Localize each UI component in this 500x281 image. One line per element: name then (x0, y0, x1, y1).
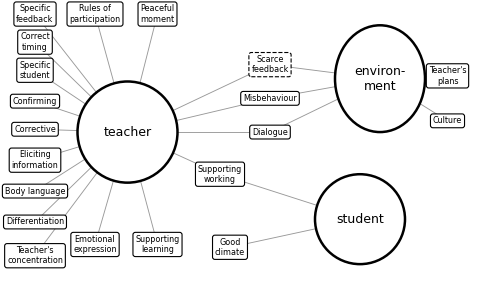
Text: Dialogue: Dialogue (252, 128, 288, 137)
Ellipse shape (335, 25, 425, 132)
Text: Body language: Body language (5, 187, 65, 196)
Text: environ-
ment: environ- ment (354, 65, 406, 93)
Text: Culture: Culture (433, 116, 462, 125)
Text: Rules of
participation: Rules of participation (70, 4, 120, 24)
Text: Eliciting
information: Eliciting information (12, 150, 58, 170)
Text: Differentiation: Differentiation (6, 217, 64, 226)
Ellipse shape (78, 81, 178, 183)
Text: Supporting
learning: Supporting learning (136, 235, 180, 254)
Text: Corrective: Corrective (14, 125, 56, 134)
Text: student: student (336, 213, 384, 226)
Text: Correct
timing: Correct timing (20, 32, 50, 52)
Text: Peaceful
moment: Peaceful moment (140, 4, 174, 24)
Text: Misbehaviour: Misbehaviour (243, 94, 297, 103)
Ellipse shape (315, 174, 405, 264)
Text: Specific
student: Specific student (19, 60, 51, 80)
Text: Specific
feedback: Specific feedback (16, 4, 54, 24)
Text: Scarce
feedback: Scarce feedback (252, 55, 288, 74)
Text: Confirming: Confirming (13, 97, 57, 106)
Text: Teacher's
concentration: Teacher's concentration (7, 246, 63, 266)
Text: teacher: teacher (104, 126, 152, 139)
Text: Emotional
expression: Emotional expression (73, 235, 117, 254)
Text: Supporting
working: Supporting working (198, 164, 242, 184)
Text: Teacher's
plans: Teacher's plans (429, 66, 466, 86)
Text: Good
climate: Good climate (215, 237, 245, 257)
